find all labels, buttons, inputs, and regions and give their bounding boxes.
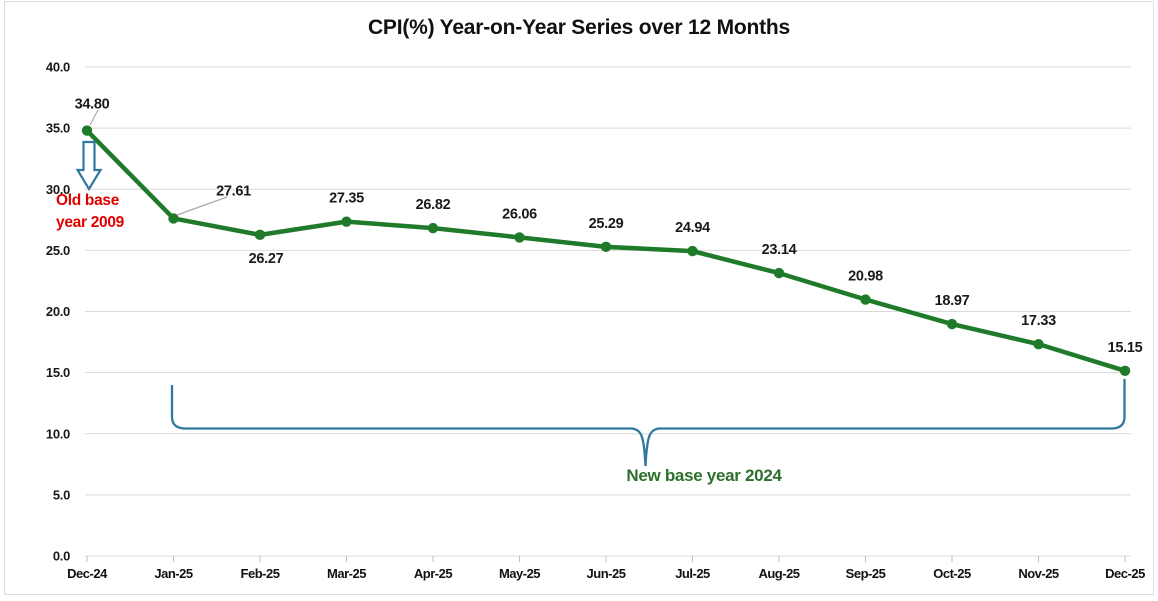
svg-text:27.35: 27.35 [329, 191, 364, 207]
leader-lines [89, 109, 228, 216]
svg-text:Jan-25: Jan-25 [154, 566, 192, 581]
svg-text:34.80: 34.80 [75, 97, 110, 113]
svg-text:Jun-25: Jun-25 [587, 566, 626, 581]
chart-title: CPI(%) Year-on-Year Series over 12 Month… [367, 16, 791, 39]
svg-text:Feb-25: Feb-25 [241, 566, 280, 581]
svg-text:Apr-25: Apr-25 [414, 566, 452, 581]
new-base-brace [170, 379, 1126, 467]
data-points [81, 125, 1131, 376]
svg-text:35.0: 35.0 [46, 121, 70, 136]
y-axis-labels: 0.0 5.0 10.0 15.0 20.0 25.0 30.0 35.0 40.0 [46, 60, 70, 564]
svg-text:Dec-25: Dec-25 [1105, 566, 1145, 581]
chart-border [4, 1, 1154, 595]
svg-text:15.15: 15.15 [1108, 340, 1143, 356]
svg-text:17.33: 17.33 [1021, 313, 1056, 329]
svg-text:0.0: 0.0 [53, 549, 70, 564]
svg-text:24.94: 24.94 [675, 220, 710, 236]
svg-text:30.0: 30.0 [46, 182, 70, 197]
svg-text:Dec-24: Dec-24 [67, 566, 108, 581]
down-arrow-icon [75, 140, 103, 192]
svg-text:26.82: 26.82 [416, 197, 451, 213]
svg-text:26.06: 26.06 [502, 206, 537, 222]
svg-text:Nov-25: Nov-25 [1018, 566, 1059, 581]
svg-text:23.14: 23.14 [762, 242, 797, 258]
svg-text:Oct-25: Oct-25 [933, 566, 971, 581]
svg-text:20.98: 20.98 [848, 269, 883, 285]
svg-text:Jul-25: Jul-25 [675, 566, 710, 581]
x-axis-labels: Dec-24 Jan-25 Feb-25 Mar-25 Apr-25 May-25 Jun-… [67, 556, 1146, 581]
svg-text:25.0: 25.0 [46, 243, 70, 258]
svg-text:15.0: 15.0 [46, 365, 70, 380]
old-base-line1: Old base [56, 192, 120, 209]
data-labels: 34.80 27.61 26.27 27.35 26.82 26.06 25.29 24.94… [75, 97, 1143, 356]
old-base-annotation: Old base year 2009 [56, 190, 166, 234]
svg-text:Mar-25: Mar-25 [327, 566, 366, 581]
svg-text:20.0: 20.0 [46, 304, 70, 319]
new-base-annotation: New base year 2024 [626, 466, 782, 485]
svg-text:Aug-25: Aug-25 [758, 566, 799, 581]
svg-text:18.97: 18.97 [935, 293, 970, 309]
svg-text:26.27: 26.27 [249, 251, 284, 267]
svg-text:40.0: 40.0 [46, 60, 70, 75]
old-base-line2: year 2009 [56, 214, 124, 231]
svg-text:25.29: 25.29 [589, 216, 624, 232]
svg-text:May-25: May-25 [499, 566, 540, 581]
svg-text:10.0: 10.0 [46, 426, 70, 441]
svg-text:Sep-25: Sep-25 [846, 566, 886, 581]
svg-text:27.61: 27.61 [216, 183, 251, 199]
svg-text:5.0: 5.0 [53, 487, 70, 502]
